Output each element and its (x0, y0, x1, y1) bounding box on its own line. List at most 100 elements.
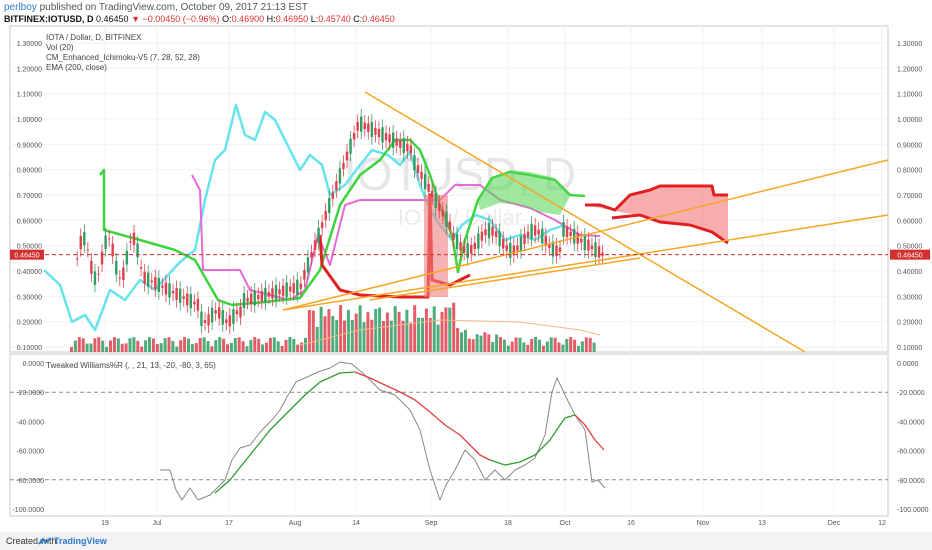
candle-body (551, 241, 555, 257)
candle-body (193, 301, 196, 305)
volume-bar (120, 343, 124, 352)
osc-axis-label-left: -80.0000 (16, 478, 44, 485)
legend-item: CM_Enhanced_Ichimoku-V5 (7, 28, 52, 28) (46, 53, 200, 62)
price-axis-label-left: 0.90000 (17, 142, 42, 149)
volume-bar (226, 344, 229, 352)
candle-body (203, 320, 207, 324)
candle-body (267, 292, 271, 297)
candle-body (470, 244, 473, 254)
candle-body (462, 246, 466, 253)
candle-body (331, 192, 334, 199)
candle-body (367, 123, 370, 132)
volume-bar (128, 338, 132, 352)
price-axis-label-right: 1.30000 (897, 41, 922, 48)
last-price-tag-left (10, 249, 44, 260)
volume-bar (132, 337, 136, 352)
oscillator-title: Tweaked Williams%R (, , 21, 13, -20, -80… (46, 361, 216, 370)
candle-body (409, 145, 413, 154)
price-axis-label-right: 1.00000 (897, 117, 922, 124)
volume-bar (284, 339, 288, 352)
volume-bar (588, 337, 592, 352)
plot-layer: 0.46450 0.46450 (10, 91, 930, 501)
time-axis-label: 18 (504, 520, 512, 527)
time-axis-label: 13 (758, 520, 766, 527)
candle-body (281, 285, 285, 296)
candle-body (431, 190, 434, 198)
volume-bar (85, 343, 89, 352)
price-axis-label-right: 0.90000 (897, 142, 922, 149)
volume-bar (343, 320, 346, 352)
candle-body (338, 168, 342, 184)
candle-body (502, 238, 505, 249)
candle-body (388, 134, 391, 143)
volume-bar (565, 338, 569, 352)
volume-bar (148, 337, 151, 352)
candle-body (587, 239, 590, 251)
volume-bar (159, 343, 163, 352)
candle-body (416, 165, 420, 173)
volume-bar (409, 322, 413, 352)
price-axis-label-left: 0.80000 (17, 168, 42, 175)
candle-body (264, 287, 267, 303)
candle-body (164, 282, 168, 295)
volume-bar (280, 345, 284, 352)
volume-bar (261, 344, 265, 352)
volume-bar (385, 312, 389, 352)
price-axis-label-right: 0.50000 (897, 244, 922, 251)
candle-body (498, 231, 501, 247)
author-link[interactable]: perlboy (4, 2, 37, 13)
candle-body (512, 245, 516, 256)
candle-body (239, 306, 242, 318)
candle-body (597, 246, 601, 258)
created-with-text: Created with (6, 536, 57, 546)
time-axis-label: Aug (289, 520, 302, 527)
candle-body (93, 271, 97, 285)
volume-bar (151, 338, 155, 352)
candle-body (86, 249, 90, 251)
chart-canvas[interactable]: IOTUSD, D IOTA / Dollar 0.46450 0.46450 1… (0, 0, 932, 532)
tradingview-brand[interactable]: TradingView (54, 536, 107, 546)
osc-axis-label-right: -100.0000 (897, 507, 929, 514)
volume-bar (393, 306, 397, 352)
candle-body (399, 139, 402, 148)
candle-body (207, 314, 210, 326)
candle-body (516, 245, 519, 251)
last-price-tag-right (890, 249, 930, 260)
trendline-ascending-middle (282, 214, 889, 311)
candle-body (249, 293, 253, 305)
candle-body (530, 223, 533, 239)
candle-body (157, 277, 161, 293)
candle-body (196, 299, 200, 311)
candle-body (526, 231, 530, 237)
volume-bar (389, 320, 393, 352)
volume-bar (354, 313, 358, 352)
volume-bar (506, 345, 510, 352)
main-pane[interactable] (9, 25, 889, 353)
volume-bar (307, 310, 311, 352)
volume-bar (424, 308, 428, 352)
candle-body (569, 231, 572, 236)
volume-bar (175, 346, 179, 352)
candle-body (519, 236, 523, 252)
candle-body (523, 233, 526, 244)
volume-bar (198, 338, 202, 352)
oscillator-pane[interactable] (9, 353, 889, 517)
volume-bar (105, 346, 109, 352)
candle-body (413, 155, 416, 171)
volume-bar (448, 307, 452, 352)
volume-bar (319, 306, 323, 352)
volume-bar (471, 339, 475, 352)
candle-body (232, 309, 235, 324)
candle-body (558, 247, 562, 252)
candle-body (111, 243, 114, 257)
volume-bar (549, 337, 553, 352)
candle-body (200, 311, 203, 326)
candle-body (90, 260, 93, 274)
candle-body (100, 251, 104, 265)
candle-body (228, 315, 232, 327)
volume-bar (304, 337, 307, 352)
volume-bar (222, 338, 226, 352)
future-cloud-fill (585, 186, 728, 240)
green-cloud-fill (478, 170, 570, 215)
candle-body (313, 240, 317, 250)
